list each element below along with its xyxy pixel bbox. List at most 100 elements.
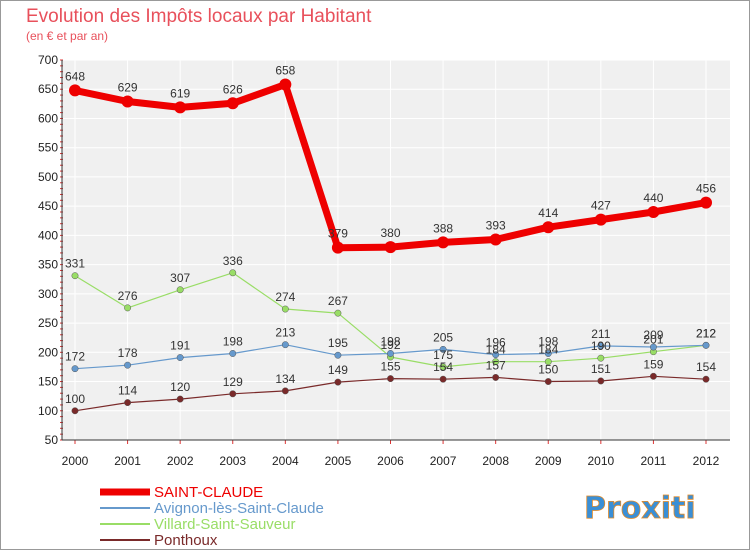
data-point-2 <box>281 305 289 313</box>
x-tick-label: 2008 <box>482 454 509 468</box>
data-labels-layer: 648 629 619 626 658 379 380 388 393 414 427 440 456 1… <box>65 64 716 406</box>
data-point-0 <box>437 236 450 249</box>
data-point-3 <box>71 407 79 415</box>
data-label-2: 336 <box>223 254 243 268</box>
data-label-2: 212 <box>696 326 716 340</box>
data-label-3: 154 <box>696 360 716 374</box>
proxiti-logo: Proxiti <box>584 491 696 527</box>
x-tick-label: 2009 <box>535 454 562 468</box>
data-label-1: 213 <box>275 326 295 340</box>
y-tick-label: 450 <box>38 199 58 213</box>
data-point-1 <box>649 343 657 351</box>
data-label-0: 427 <box>591 199 611 213</box>
legend-label-1: Avignon-lès-Saint-Claude <box>154 500 324 517</box>
legend-label-2: Villard-Saint-Sauveur <box>154 516 295 533</box>
x-tick-label: 2004 <box>272 454 299 468</box>
data-label-0: 456 <box>696 182 716 196</box>
data-point-3 <box>124 399 132 407</box>
data-point-1 <box>229 350 237 357</box>
data-point-3 <box>439 375 447 383</box>
data-label-2: 274 <box>275 290 295 304</box>
data-label-2: 175 <box>433 348 453 362</box>
data-point-2 <box>439 363 447 371</box>
data-label-0: 619 <box>170 86 190 100</box>
data-label-3: 150 <box>538 363 558 377</box>
data-label-2: 201 <box>643 333 663 347</box>
x-tick-label: 2007 <box>430 454 457 468</box>
data-point-2 <box>124 304 132 312</box>
data-label-3: 154 <box>433 360 453 374</box>
data-point-2 <box>176 286 184 294</box>
data-point-1 <box>544 350 552 357</box>
axes: 50 100 150 200 250 300 350 400 450 500 550 600 650 70… <box>38 53 730 468</box>
x-tick-label: 2011 <box>641 454 667 468</box>
data-label-3: 120 <box>170 380 190 394</box>
data-label-3: 149 <box>328 363 348 377</box>
x-tick-label: 2000 <box>62 454 89 468</box>
data-label-3: 100 <box>65 392 85 406</box>
data-point-1 <box>492 351 500 359</box>
y-tick-label: 700 <box>38 53 58 67</box>
y-tick-label: 600 <box>38 111 58 125</box>
data-label-1: 198 <box>538 334 558 348</box>
x-tick-label: 2002 <box>167 454 194 468</box>
data-label-2: 190 <box>591 339 611 353</box>
x-tick-label: 2003 <box>219 454 246 468</box>
legend-label-3: Ponthoux <box>154 532 218 549</box>
legend: SAINT-CLAUDEAvignon-lès-Saint-ClaudeVill… <box>100 484 324 549</box>
data-point-3 <box>281 387 289 395</box>
data-label-1: 195 <box>328 336 348 350</box>
data-point-3 <box>544 378 552 385</box>
logo-text: Proxiti <box>584 491 696 526</box>
y-tick-label: 550 <box>38 141 58 155</box>
data-point-2 <box>544 358 552 366</box>
x-tick-label: 2005 <box>325 454 352 468</box>
data-point-1 <box>71 365 79 373</box>
data-point-0 <box>226 97 239 110</box>
y-tick-label: 350 <box>38 258 58 272</box>
y-tick-label: 100 <box>38 404 58 418</box>
x-tick-label: 2001 <box>114 454 141 468</box>
data-point-3 <box>649 372 657 380</box>
data-point-0 <box>542 221 555 234</box>
y-tick-label: 400 <box>38 228 58 242</box>
grid <box>62 59 730 441</box>
data-label-2: 192 <box>380 338 400 352</box>
data-point-1 <box>334 351 342 359</box>
data-point-1 <box>387 350 394 357</box>
y-tick-label: 250 <box>38 316 58 330</box>
data-label-1: 211 <box>591 327 610 341</box>
data-point-3 <box>492 373 500 381</box>
data-point-2 <box>597 354 605 362</box>
data-label-1: 198 <box>380 334 400 348</box>
data-point-1 <box>597 342 605 350</box>
data-label-0: 388 <box>433 221 453 235</box>
data-point-2 <box>492 358 500 366</box>
data-label-0: 648 <box>65 69 85 83</box>
data-label-1: 198 <box>223 334 243 348</box>
x-tick-label: 2012 <box>693 454 720 468</box>
data-label-2: 307 <box>170 271 190 285</box>
data-point-3 <box>334 378 342 386</box>
data-point-3 <box>597 377 605 385</box>
chart-subtitle: (en € et par an) <box>26 29 108 43</box>
data-label-1: 205 <box>433 330 453 344</box>
y-tick-label: 200 <box>38 345 58 359</box>
data-point-0 <box>121 95 134 108</box>
data-point-0 <box>700 196 712 209</box>
data-point-0 <box>69 84 81 97</box>
data-point-3 <box>702 375 710 383</box>
data-label-3: 159 <box>643 357 663 371</box>
data-label-0: 393 <box>486 218 506 232</box>
data-point-2 <box>334 309 342 317</box>
data-label-1: 172 <box>65 350 85 364</box>
data-point-2 <box>229 269 237 277</box>
data-label-1: 212 <box>696 326 716 340</box>
data-point-0 <box>489 233 502 246</box>
legend-label-0: SAINT-CLAUDE <box>154 484 263 501</box>
series-layer <box>69 78 712 415</box>
data-label-3: 114 <box>118 384 137 398</box>
y-tick-label: 50 <box>45 433 59 447</box>
data-point-0 <box>384 241 397 254</box>
